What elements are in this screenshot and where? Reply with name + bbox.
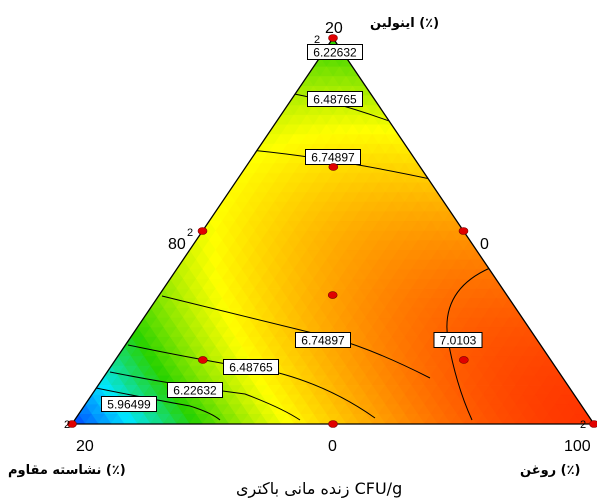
contour-label-text: 5.96499 (107, 398, 151, 412)
contour-label: 6.48765 (307, 91, 363, 107)
contour-label: 7.0103 (433, 332, 483, 348)
contour-label: 6.74897 (305, 149, 361, 165)
left-vertex-replicate: 2 (64, 419, 70, 431)
right-mid-tick: 0 (480, 236, 489, 253)
top-vertex-replicate: 2 (314, 34, 320, 46)
contour-label-text: 7.0103 (440, 334, 477, 348)
axis-title-starch: نشاسته مقاوم (٪) (8, 463, 126, 478)
design-point (458, 227, 469, 235)
bottom-mid-tick: 0 (328, 438, 337, 455)
response-label: زنده مانی باکتری CFU/g (236, 479, 402, 499)
contour-label: 6.74897 (295, 332, 351, 348)
left-mid-replicate: 2 (187, 227, 193, 239)
design-point (327, 291, 338, 299)
contour-label: 6.22632 (167, 382, 223, 398)
top-vertex-tick: 20 (325, 20, 343, 37)
contour-label-text: 6.74897 (301, 334, 345, 348)
left-mid-tick: 80 (168, 236, 186, 253)
bottom-right-tick: 100 (564, 438, 591, 455)
design-point (67, 420, 77, 428)
contour-label: 6.48765 (223, 359, 279, 375)
contour-line-6.22632-bottom (109, 371, 301, 421)
design-point (589, 420, 597, 428)
axis-title-oil: روغن (٪) (520, 463, 581, 478)
design-point (197, 227, 208, 235)
axis-title-inulin: اینولین (٪) (370, 16, 439, 31)
contour-line-5.96499 (95, 387, 221, 421)
contour-labels: 6.22632 6.48765 6.74897 6.74897 6.48765 6.226… (101, 44, 483, 412)
contour-label-text: 6.22632 (313, 46, 357, 60)
design-points (67, 34, 597, 428)
bottom-left-tick: 20 (76, 438, 94, 455)
design-point (459, 356, 469, 364)
contour-label-text: 6.48765 (313, 93, 357, 107)
contour-label-text: 6.48765 (229, 361, 273, 375)
contour-label-text: 6.74897 (311, 151, 355, 165)
right-vertex-replicate: 2 (580, 419, 586, 431)
contour-label: 5.96499 (101, 396, 157, 412)
design-point (328, 163, 339, 171)
design-point (328, 420, 338, 428)
contour-label: 6.22632 (307, 44, 363, 60)
design-point (198, 356, 208, 364)
contour-label-text: 6.22632 (173, 384, 217, 398)
design-point (328, 34, 338, 42)
